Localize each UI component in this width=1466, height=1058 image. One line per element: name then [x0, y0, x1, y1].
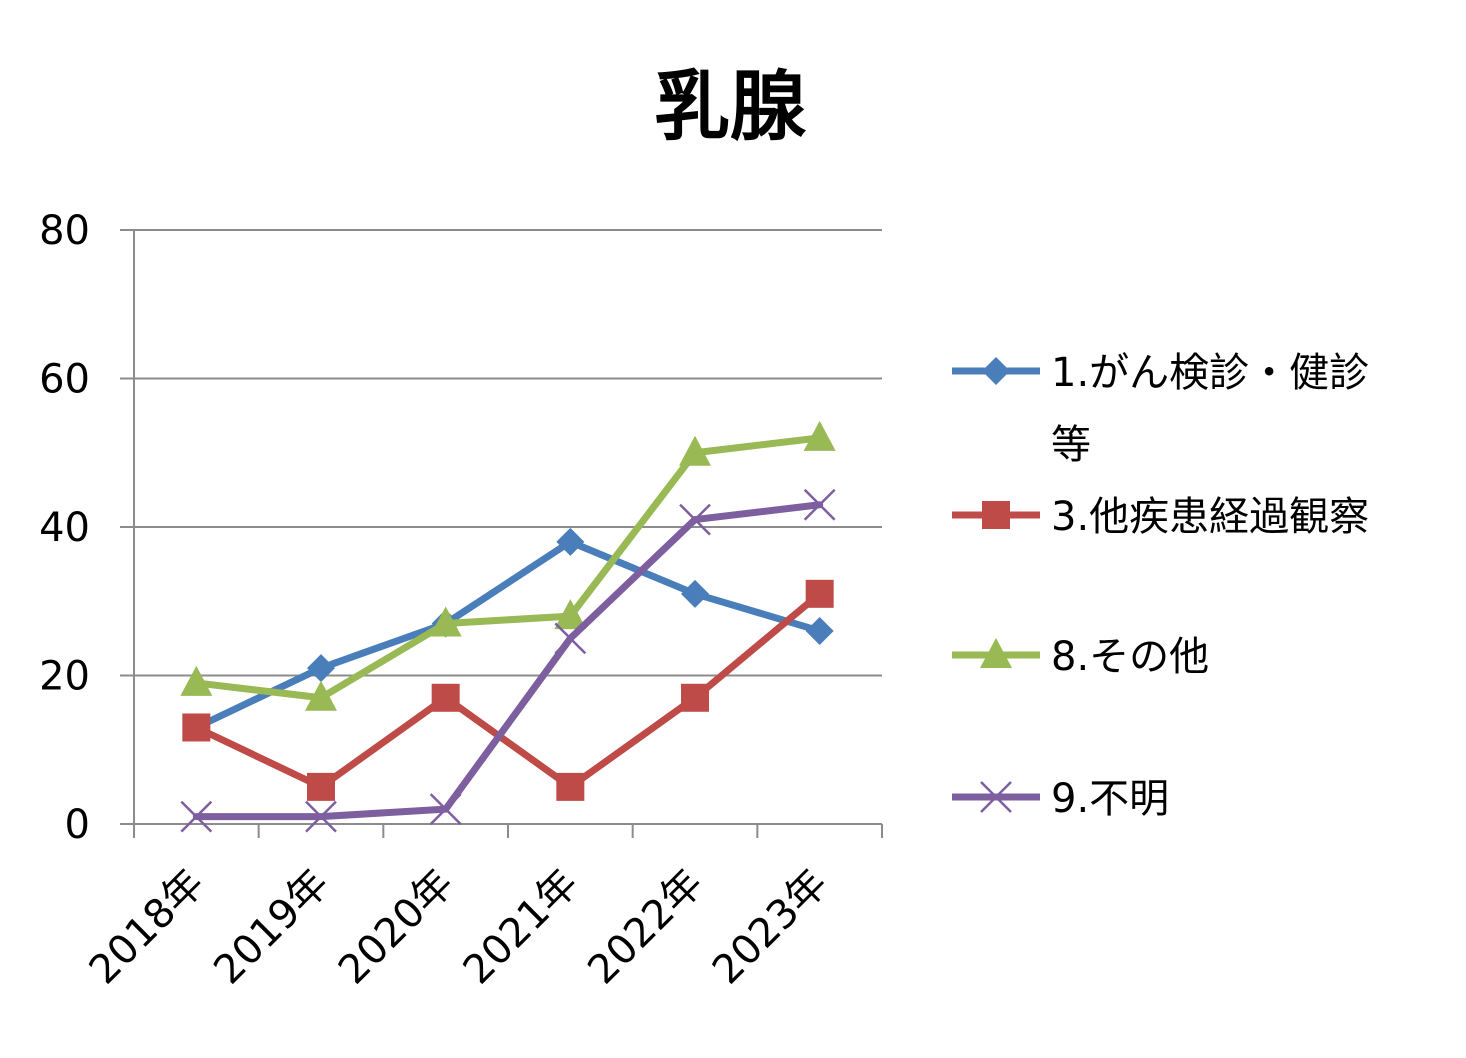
x-marker-stroke [980, 781, 1012, 813]
y-tick-label: 20 [39, 654, 90, 700]
series-4 [180, 488, 836, 833]
x-marker [180, 800, 213, 833]
x-marker [980, 781, 1012, 813]
diamond-marker [307, 654, 335, 683]
triangle-marker [803, 420, 836, 451]
series-line [192, 538, 824, 731]
x-tick-label: 2022年 [579, 861, 712, 994]
x-tick-label: 2019年 [205, 861, 338, 994]
x-marker [554, 622, 587, 655]
triangle-marker [980, 638, 1012, 668]
series-1 [182, 527, 834, 742]
series-2 [182, 579, 834, 801]
triangle-marker [554, 599, 587, 630]
x-marker [429, 793, 462, 826]
x-marker-stroke [679, 503, 711, 536]
diamond-marker [556, 527, 585, 556]
x-marker-stroke [305, 800, 337, 833]
x-marker [679, 503, 711, 536]
x-tick-label: 2018年 [81, 861, 214, 994]
legend-item: 3.他疾患経過観察 [952, 494, 1369, 540]
diamond-marker [681, 579, 709, 608]
series-line [192, 501, 824, 821]
axes [133, 230, 882, 838]
square-marker [556, 772, 585, 801]
x-tick-label: 2020年 [330, 861, 463, 994]
series-line [192, 590, 824, 791]
series-line [192, 434, 824, 702]
x-marker-stroke [429, 793, 462, 826]
triangle-marker [305, 680, 337, 711]
series-layer [180, 420, 836, 833]
triangle-marker [429, 606, 462, 637]
square-marker [681, 683, 709, 712]
series-3 [180, 420, 836, 711]
legend-label: 1.がん検診・健診等 [1051, 350, 1369, 468]
legend-item: 9.不明 [952, 776, 1169, 822]
square-marker [307, 772, 335, 801]
square-marker [182, 713, 211, 742]
legend: 1.がん検診・健診等 3.他疾患経過観察 8.その他 9.不明 [952, 350, 1369, 822]
x-marker-stroke [180, 800, 213, 833]
diamond-marker [982, 357, 1010, 385]
legend-label: 8.その他 [1051, 634, 1209, 680]
square-marker [431, 683, 460, 712]
y-axis-ticks: 0 20 40 60 80 [39, 208, 134, 848]
triangle-marker [180, 665, 213, 696]
y-tick-label: 80 [39, 208, 90, 254]
x-tick-label: 2021年 [455, 861, 588, 994]
gridlines [134, 229, 882, 677]
y-tick-label: 60 [39, 357, 90, 403]
legend-item: 8.その他 [952, 634, 1209, 680]
x-tick-label: 2023年 [704, 861, 837, 994]
y-tick-label: 40 [39, 505, 90, 551]
y-tick-label: 0 [65, 802, 90, 848]
legend-label: 3.他疾患経過観察 [1051, 494, 1369, 540]
chart-title: 乳腺 [654, 62, 807, 151]
x-marker-stroke [803, 488, 836, 521]
legend-item: 1.がん検診・健診等 [952, 350, 1369, 468]
square-marker [805, 579, 834, 608]
x-marker [305, 800, 337, 833]
diamond-marker [805, 616, 834, 645]
x-marker-stroke [554, 622, 587, 655]
x-marker [803, 488, 836, 521]
triangle-marker [679, 435, 711, 466]
square-marker [982, 501, 1010, 529]
legend-label: 9.不明 [1051, 776, 1169, 822]
